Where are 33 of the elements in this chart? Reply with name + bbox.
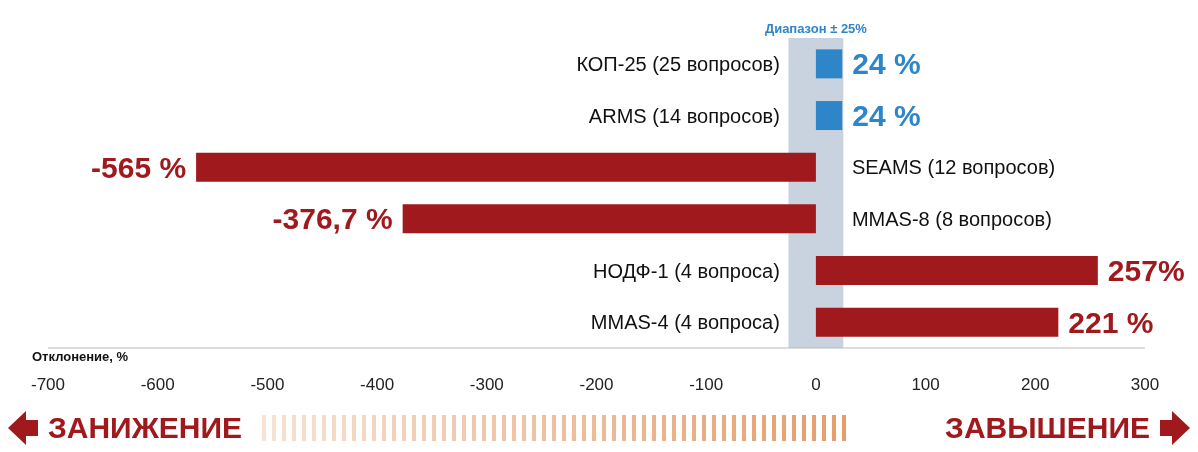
data-label: 24 % <box>852 47 921 81</box>
x-tick-label: -700 <box>30 375 66 395</box>
data-label: 221 % <box>1068 305 1154 339</box>
x-tick-label: 300 <box>1130 375 1160 395</box>
y-tick-label: MMAS-8 (8 вопросов) <box>851 207 1052 230</box>
x-axis-title: Отклонение, % <box>32 349 129 365</box>
text: ЗАНИЖЕНИЕ <box>48 411 243 445</box>
bar <box>815 307 1059 337</box>
band-label: Диапазон ± 25% <box>764 21 868 36</box>
bar <box>402 204 816 234</box>
x-tick-label: -300 <box>469 375 504 395</box>
bar <box>815 256 1098 286</box>
data-label: -565 % <box>91 150 187 184</box>
x-tick-label: -100 <box>689 375 724 395</box>
x-tick-label: 100 <box>911 375 940 395</box>
y-tick-label: НОДФ-1 (4 вопроса) <box>592 259 780 282</box>
x-tick-label: 0 <box>811 375 821 395</box>
x-tick-label: -400 <box>360 375 395 395</box>
data-label: 24 % <box>852 99 921 133</box>
y-tick-label: SEAMS (12 вопросов) <box>851 156 1056 179</box>
y-tick-label: КОП-25 (25 вопросов) <box>576 52 780 75</box>
bar <box>815 49 843 79</box>
x-tick-label: -600 <box>140 375 175 395</box>
data-label: -376,7 % <box>272 202 393 236</box>
bar <box>815 101 843 131</box>
x-tick-label: 200 <box>1021 375 1050 395</box>
y-tick-label: ARMS (14 вопросов) <box>588 104 780 127</box>
bar <box>196 152 816 182</box>
data-label: 257% <box>1107 254 1185 288</box>
text: ЗАВЫШЕНИЕ <box>945 411 1150 445</box>
x-tick-label: -200 <box>579 375 614 395</box>
y-tick-label: MMAS-4 (4 вопроса) <box>590 311 780 334</box>
x-tick-label: -500 <box>250 375 285 395</box>
